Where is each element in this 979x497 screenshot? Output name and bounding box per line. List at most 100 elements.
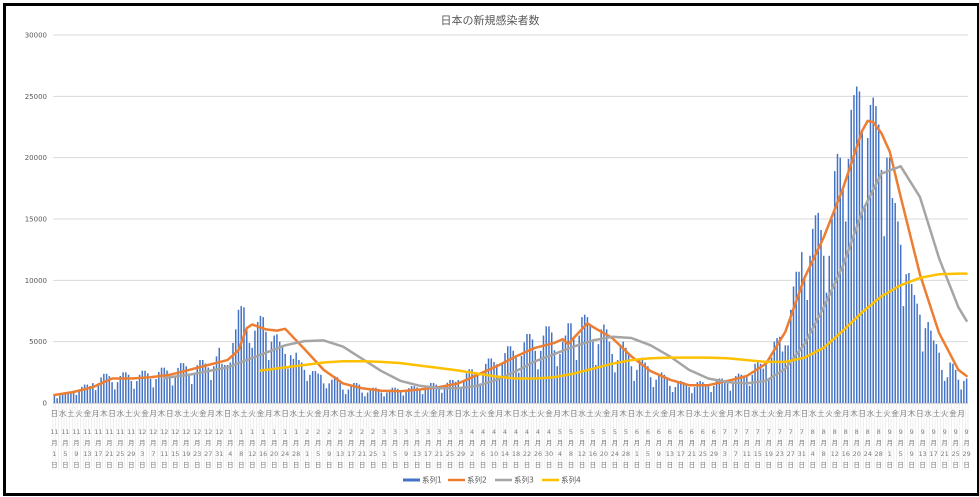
date-label-day-unit: 日 [941,461,948,469]
date-label-month-unit: 月 [381,439,388,447]
date-label-month-unit: 月 [282,439,289,447]
bar [721,378,723,403]
bar [831,219,833,403]
date-label: 11 月 21 日 [105,428,113,469]
date-label: 4 月 18 日 [512,428,520,469]
weekday-label: 月 [842,409,850,418]
bar [682,382,685,403]
date-label: 6 月 17 日 [677,428,685,469]
bar [603,324,605,403]
date-label: 9 月 21 日 [941,428,949,469]
date-label-month: 1 [294,428,298,436]
bar [267,360,270,403]
weekday-label: 月 [553,409,561,418]
bar [248,342,251,403]
bar [457,380,460,403]
bar [908,272,910,403]
weekday-label: 木 [273,408,281,418]
bar [443,387,446,403]
weekday-label: 木 [619,408,627,418]
date-label-day: 9 [404,450,408,458]
weekday-label: 金 [661,408,669,418]
date-label: 2 月 13 日 [336,428,344,469]
bar [652,387,655,403]
weekday-label: 土 [125,408,133,418]
date-label-day: 15 [754,450,762,458]
bar [784,345,787,403]
bar [952,363,954,403]
date-label-day-unit: 日 [656,461,663,469]
date-label-day: 4 [558,450,562,458]
date-label-month-unit: 月 [304,439,311,447]
weekday-label: 土 [413,408,421,418]
bar [963,380,965,403]
bar [825,292,828,403]
date-label-month-unit: 月 [908,439,915,447]
date-label-month-unit: 月 [601,439,608,447]
date-label-day: 25 [116,450,124,458]
bar [861,133,863,403]
bar [787,345,789,403]
date-label: 3 月 17 日 [424,428,432,469]
bar [108,376,111,403]
date-label-month: 3 [459,428,463,436]
bar [298,360,300,403]
date-label-month-unit: 月 [414,439,421,447]
bar [669,385,671,403]
bar [828,255,830,403]
bar [405,391,407,403]
date-label-month-unit: 月 [161,439,168,447]
date-label-month: 8 [877,428,881,436]
date-label-day-unit: 日 [634,461,641,469]
bar [894,203,896,403]
bar [342,389,344,403]
bar [633,380,635,403]
date-label-day-unit: 日 [689,461,696,469]
date-label-month-unit: 月 [897,439,904,447]
date-label-day: 3 [140,450,144,458]
bar [364,396,366,403]
date-label: 11 月 29 日 [127,428,135,469]
date-label-month: 2 [327,428,331,436]
bar [737,373,740,403]
date-label-month-unit: 月 [777,439,784,447]
bar [366,392,369,403]
bar [839,157,841,403]
date-label-day-unit: 日 [886,461,893,469]
bar [136,381,138,403]
date-label-month: 2 [360,428,364,436]
bar [704,384,707,403]
weekday-label: 火 [825,409,833,418]
date-label-day-unit: 日 [62,461,69,469]
bar [713,385,715,403]
y-tick-label: 5000 [29,338,47,346]
bar [630,366,633,403]
date-label-day-unit: 日 [645,461,652,469]
date-label: 11 月 9 日 [72,428,80,469]
weekday-label: 日 [858,409,866,418]
date-label-month: 8 [811,428,815,436]
weekday-label: 月 [669,409,677,418]
bar [166,370,168,403]
date-label-day: 31 [798,450,806,458]
bar [965,378,968,403]
date-label-month: 4 [503,428,507,436]
bar [660,372,663,403]
bar [251,347,253,403]
date-label-month-unit: 月 [227,439,234,447]
bar [292,358,295,403]
date-label-month-unit: 月 [337,439,344,447]
weekday-label: 土 [760,408,768,418]
date-label: 2 月 9 日 [326,428,333,469]
date-label-month: 3 [382,428,386,436]
bar [328,383,330,403]
date-label-month: 6 [635,428,639,436]
date-label-month-unit: 月 [106,439,113,447]
date-label-day: 5 [316,450,320,458]
bar [693,387,696,403]
date-label-month: 1 [228,428,232,436]
date-label-day-unit: 日 [403,461,410,469]
bar [138,374,141,403]
date-label-month-unit: 月 [590,439,597,447]
date-label-month: 2 [316,428,320,436]
